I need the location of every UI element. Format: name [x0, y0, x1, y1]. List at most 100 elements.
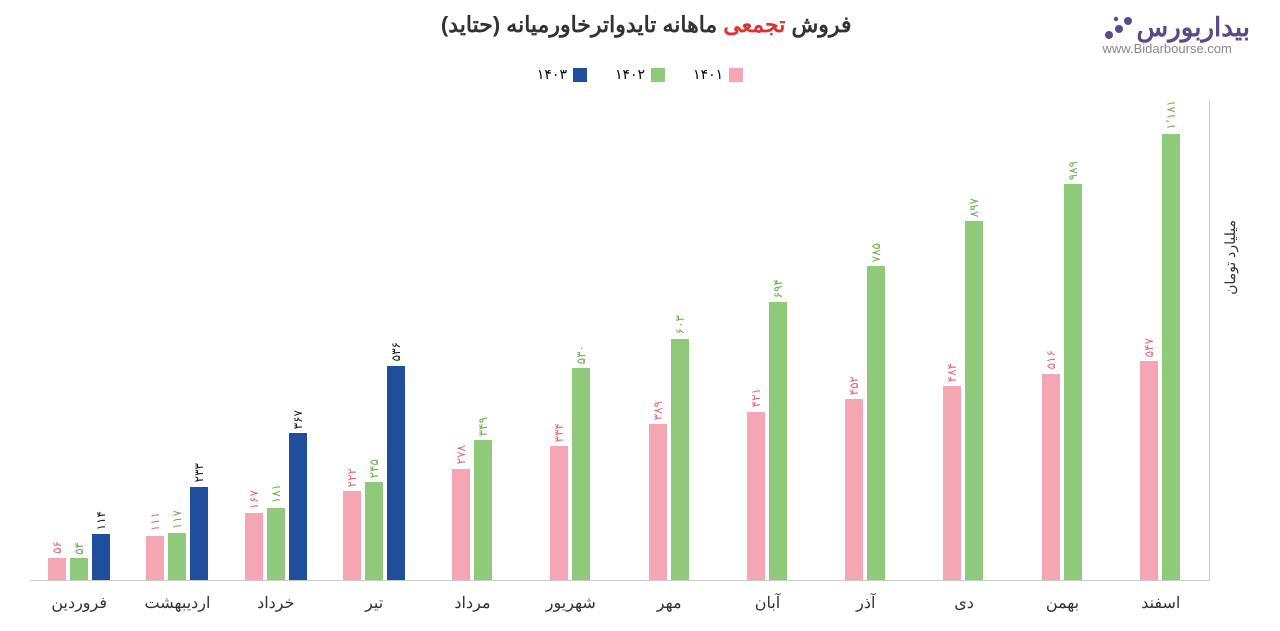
bar-column: ۲۷۸ — [452, 100, 470, 580]
bar-column: ۸۹۷ — [965, 100, 983, 580]
bar-value-label: ۵۶ — [50, 541, 64, 554]
bar-value-label: ۱۱۷ — [170, 510, 184, 529]
bar — [70, 558, 88, 580]
bar — [168, 533, 186, 580]
x-axis-label: مرداد — [423, 593, 521, 613]
bar — [387, 366, 405, 580]
bar-value-label: ۶۰۳ — [673, 315, 687, 334]
bar-value-label: ۱۶۷ — [247, 490, 261, 509]
bar-group: ۲۲۲ ۲۴۵ ۵۳۶ — [325, 100, 423, 580]
x-axis-label: تیر — [325, 593, 423, 613]
bar-value-label: ۴۵۲ — [847, 376, 861, 395]
bar — [365, 482, 383, 580]
bar — [452, 469, 470, 580]
legend-label: ۱۴۰۲ — [615, 66, 645, 83]
x-axis-label: دی — [915, 593, 1013, 613]
bar — [965, 221, 983, 580]
bar-group: ۱۱۱ ۱۱۷ ۲۳۳ — [128, 100, 226, 580]
bar-group: ۴۸۴ ۸۹۷ — [914, 100, 1012, 580]
bar — [267, 508, 285, 580]
bar-group: ۴۵۲ ۷۸۵ — [816, 100, 914, 580]
legend-item: ۱۴۰۱ — [693, 66, 743, 83]
legend-item: ۱۴۰۳ — [537, 66, 587, 83]
bar-group: ۵۱۶ ۹۸۹ — [1013, 100, 1111, 580]
bar-column: ۵۴ — [70, 100, 88, 580]
chart-plot-area: ۵۶ ۵۴ ۱۱۴ ۱۱۱ ۱۱۷ ۲۳۳ ۱۶۷ ۱۸۱ ۳۶۷ ۲۲۲ ۲۴۵ ۵۳۶ ۲۷۸ ۳۴۹… — [30, 100, 1210, 581]
chart-title: فروش تجمعی ماهانه تایدواترخاورمیانه (حتا… — [190, 12, 1103, 38]
legend-item: ۱۴۰۲ — [615, 66, 665, 83]
bar-column: ۱۱۴ — [92, 100, 110, 580]
logo-icon — [1103, 15, 1133, 41]
bar-value-label: ۲۲۲ — [345, 468, 359, 487]
bar-column: ۵۳۰ — [572, 100, 590, 580]
x-axis-label: اردیبهشت — [128, 593, 226, 613]
bar — [474, 440, 492, 580]
legend-swatch — [573, 68, 587, 82]
bar-group: ۳۸۹ ۶۰۳ — [620, 100, 718, 580]
bar-column: ۱۱۱ — [146, 100, 164, 580]
bar-value-label: ۶۹۴ — [771, 279, 785, 298]
bar — [1064, 184, 1082, 580]
bar — [1162, 134, 1180, 580]
bar-value-label: ۷۸۵ — [869, 243, 883, 262]
x-axis-label: خرداد — [227, 593, 325, 613]
bar-value-label: ۳۸۹ — [651, 401, 665, 420]
bar — [550, 446, 568, 580]
legend-swatch — [729, 68, 743, 82]
bar — [92, 534, 110, 580]
bar-value-label: ۱۸۱ — [269, 484, 283, 503]
bar-value-label: ۴۸۴ — [945, 363, 959, 382]
bar-column: ۲۳۳ — [190, 100, 208, 580]
bar — [146, 536, 164, 580]
bar-column: ۴۲۱ — [747, 100, 765, 580]
x-axis-label: بهمن — [1013, 593, 1111, 613]
bar — [48, 558, 66, 580]
bar-column: ۲۲۲ — [343, 100, 361, 580]
bar-column: ۱٬۱۸۱ — [1162, 100, 1180, 580]
logo-text: بیداربورس — [1137, 12, 1250, 43]
legend-label: ۱۴۰۳ — [537, 66, 567, 83]
bar-value-label: ۳۴۹ — [476, 417, 490, 436]
x-axis-label: آذر — [817, 593, 915, 613]
bar-value-label: ۵۴ — [72, 542, 86, 555]
bar-value-label: ۵۴۷ — [1142, 338, 1156, 357]
bar-column: ۱۱۷ — [168, 100, 186, 580]
bar-column: ۲۴۵ — [365, 100, 383, 580]
bar-group: ۵۶ ۵۴ ۱۱۴ — [30, 100, 128, 580]
bar-column: ۶۰۳ — [671, 100, 689, 580]
bar-column: ۵۳۶ — [387, 100, 405, 580]
bar-column: ۳۶۷ — [289, 100, 307, 580]
bar-value-label: ۱۱۴ — [94, 511, 108, 530]
x-axis-label: اسفند — [1112, 593, 1210, 613]
bar-column: ۳۴۹ — [474, 100, 492, 580]
title-accent: تجمعی — [723, 12, 785, 37]
y-axis-label: میلیارد تومان — [1222, 220, 1238, 295]
bar-group: ۲۷۸ ۳۴۹ — [423, 100, 521, 580]
x-axis-label: فروردین — [30, 593, 128, 613]
bar-group: ۳۳۴۵۳۰ — [521, 100, 619, 580]
bar — [343, 491, 361, 580]
bar-group: ۱۶۷ ۱۸۱ ۳۶۷ — [227, 100, 325, 580]
bar — [867, 266, 885, 580]
bar-column: ۵۶ — [48, 100, 66, 580]
bar-column: ۱۸۱ — [267, 100, 285, 580]
x-axis-label: مهر — [620, 593, 718, 613]
bar-column: ۵۱۶ — [1042, 100, 1060, 580]
x-axis-label: شهریور — [522, 593, 620, 613]
bar-group: ۵۴۷ ۱٬۱۸۱ — [1111, 100, 1209, 580]
bar-value-label: ۳۶۷ — [291, 410, 305, 429]
bar-value-label: ۵۱۶ — [1044, 350, 1058, 369]
chart-legend: ۱۴۰۱ ۱۴۰۲ ۱۴۰۳ — [0, 66, 1280, 83]
bar — [649, 424, 667, 580]
bar-column: ۶۹۴ — [769, 100, 787, 580]
bar-column: ۳۸۹ — [649, 100, 667, 580]
bar — [845, 399, 863, 580]
bar-column: ۴۸۴ — [943, 100, 961, 580]
title-post: ماهانه تایدواترخاورمیانه (حتاید) — [441, 12, 723, 37]
bar — [747, 412, 765, 580]
bar — [769, 302, 787, 580]
logo-url: www.Bidarbourse.com — [1103, 41, 1250, 56]
bar-value-label: ۱٬۱۸۱ — [1164, 100, 1178, 130]
bar-value-label: ۲۴۵ — [367, 459, 381, 478]
bar-value-label: ۹۸۹ — [1066, 161, 1080, 180]
